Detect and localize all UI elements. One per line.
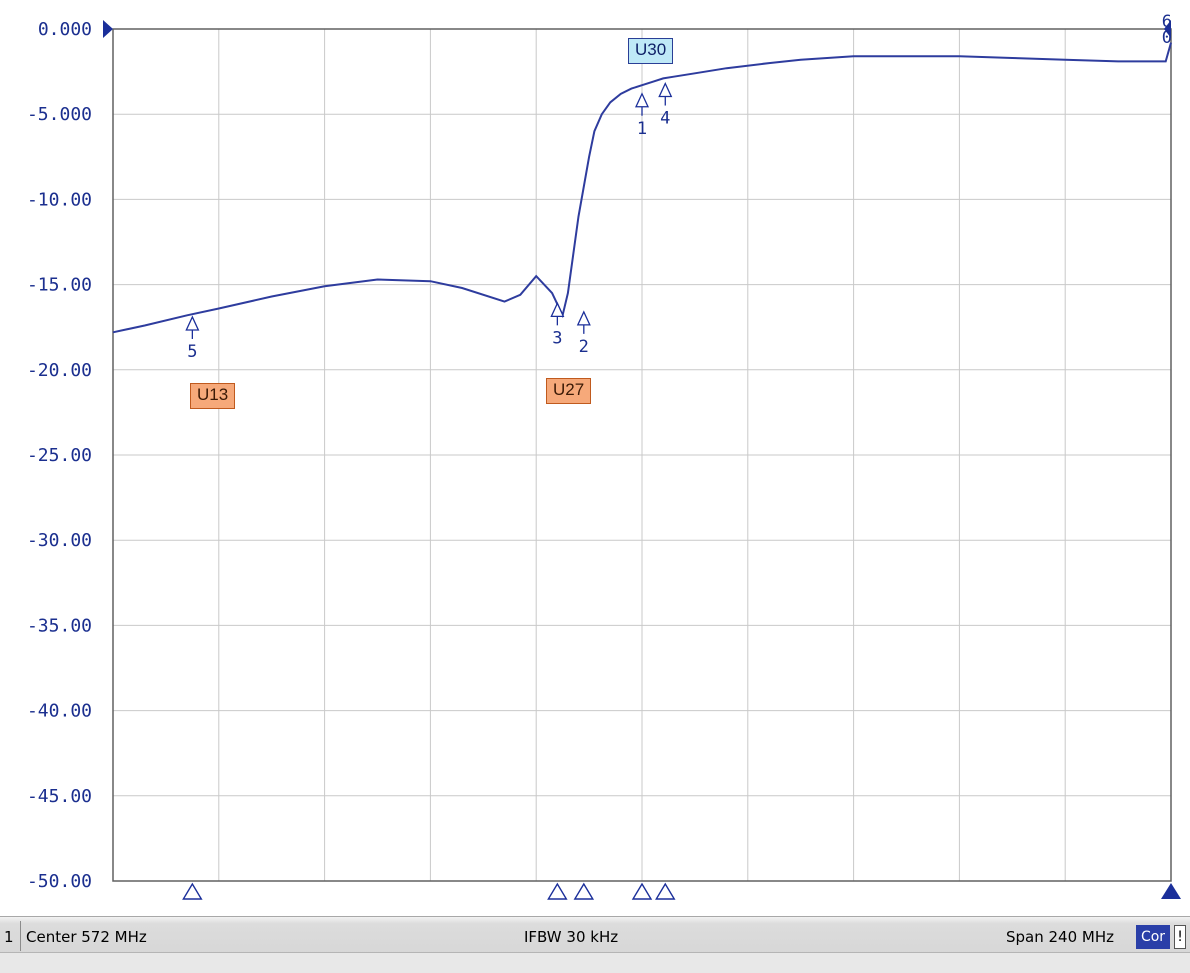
marker-label: 0 — [1162, 28, 1172, 48]
y-tick-label: -40.00 — [27, 701, 92, 722]
y-tick-label: -25.00 — [27, 445, 92, 466]
y-tick-label: -5.000 — [27, 104, 92, 125]
marker-label: 6 — [1162, 12, 1172, 32]
stimulus-marker-icon — [1161, 883, 1181, 899]
y-tick-label: -35.00 — [27, 615, 92, 636]
correction-badge[interactable]: Cor — [1136, 925, 1170, 949]
marker-triangle-icon — [658, 81, 673, 98]
center-frequency[interactable]: Center 572 MHz — [26, 928, 147, 946]
y-tick-label: -45.00 — [27, 786, 92, 807]
marker-triangle-icon — [550, 301, 565, 317]
frequency-span[interactable]: Span 240 MHz — [1006, 928, 1115, 946]
warning-badge[interactable]: ! — [1174, 925, 1186, 949]
if-bandwidth[interactable]: IFBW 30 kHz — [524, 928, 619, 946]
annotation-u30: U30 — [628, 38, 674, 64]
bottom-marker-icon — [547, 882, 568, 900]
marker-label: 3 — [552, 328, 562, 348]
y-tick-label: -30.00 — [27, 530, 92, 551]
y-tick-label: -20.00 — [27, 360, 92, 381]
bottom-marker-icon — [655, 882, 676, 900]
reference-level-right-arrow-icon — [1164, 20, 1171, 38]
marker-triangle-icon — [185, 315, 200, 331]
y-tick-label: -15.00 — [27, 275, 92, 296]
annotation-u27: U27 — [546, 378, 592, 404]
status-separator — [20, 921, 21, 951]
y-tick-label: -50.00 — [27, 871, 92, 892]
marker-label: 4 — [660, 109, 670, 129]
bottom-marker-icon — [182, 882, 203, 900]
trace-plot: 0.000 -5.000 -10.00 -15.00 -20.00 -25.00 -30.0… — [27, 12, 1181, 900]
marker-label: 5 — [187, 342, 197, 362]
annotation-u13: U13 — [190, 383, 236, 409]
marker-triangle-icon — [634, 92, 650, 108]
bottom-strip — [0, 952, 1190, 973]
bottom-marker-icon — [631, 882, 653, 900]
channel-number[interactable]: 1 — [4, 928, 14, 946]
reference-level-arrow-icon — [103, 20, 113, 38]
marker-label: 2 — [579, 337, 589, 357]
trace-line — [112, 42, 1172, 334]
plot-frame — [112, 28, 1172, 882]
marker-label: 1 — [637, 119, 647, 139]
bottom-marker-icon — [573, 882, 595, 900]
y-tick-label: -10.00 — [27, 189, 92, 210]
marker-triangle-icon — [576, 310, 591, 326]
y-tick-label: 0.000 — [38, 19, 92, 40]
